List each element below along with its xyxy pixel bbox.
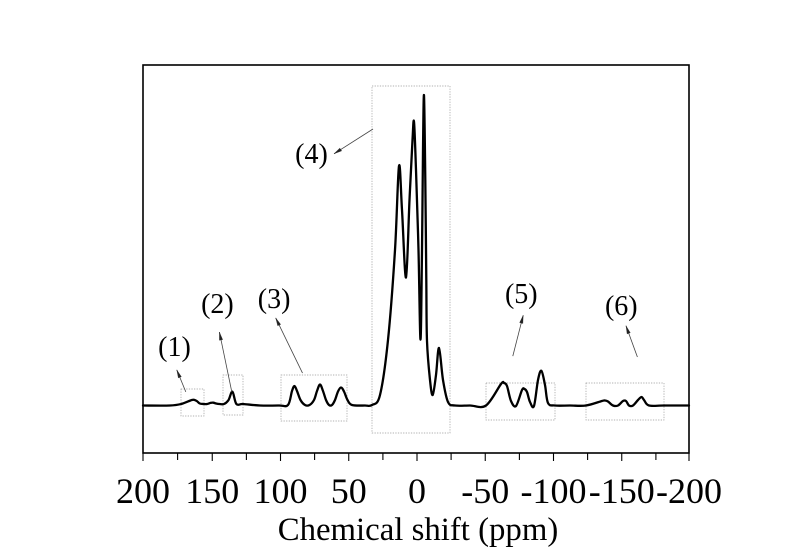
svg-text:(2): (2) [201,289,234,320]
svg-text:(5): (5) [505,279,538,310]
svg-text:100: 100 [254,471,308,511]
svg-text:(4): (4) [295,139,328,170]
svg-text:150: 150 [185,471,239,511]
svg-text:200: 200 [116,471,170,511]
svg-text:-200: -200 [656,471,722,511]
svg-text:50: 50 [331,471,367,511]
svg-text:(3): (3) [258,284,291,315]
svg-text:(1): (1) [158,332,191,363]
svg-text:(6): (6) [605,291,638,322]
svg-text:-50: -50 [461,471,509,511]
svg-text:-100: -100 [521,471,587,511]
svg-text:-150: -150 [589,471,655,511]
svg-text:Chemical shift (ppm): Chemical shift (ppm) [278,512,559,548]
svg-text:0: 0 [408,471,426,511]
